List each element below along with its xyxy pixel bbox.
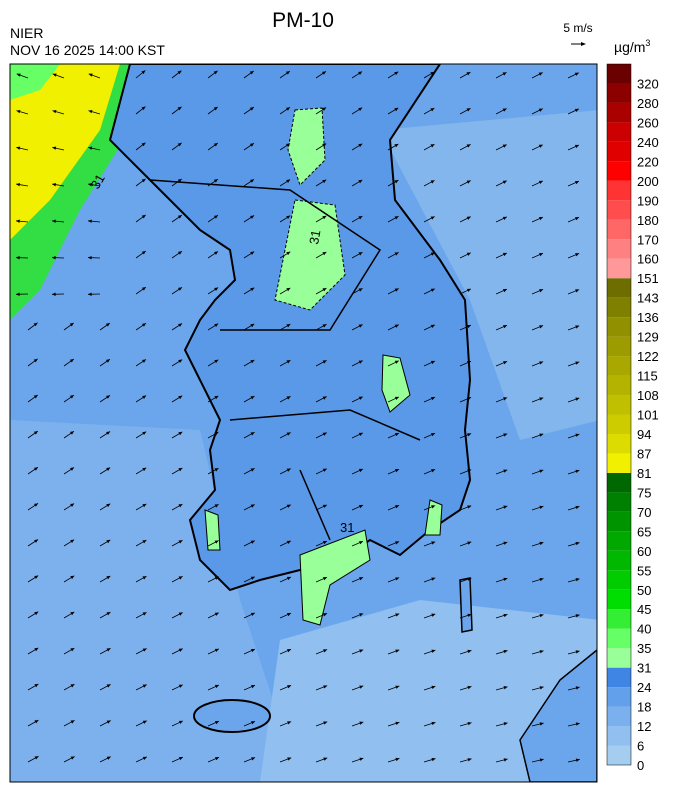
legend-swatch — [607, 83, 631, 102]
wind-scale-label: 5 m/s — [563, 21, 592, 35]
legend-swatch — [607, 648, 631, 667]
legend-swatch — [607, 492, 631, 511]
legend-label: 170 — [637, 232, 659, 247]
legend-swatch — [607, 200, 631, 219]
legend-label: 143 — [637, 291, 659, 306]
legend-swatch — [607, 629, 631, 648]
legend-label: 18 — [637, 700, 651, 715]
legend-label: 136 — [637, 310, 659, 325]
unit-sup: 3 — [645, 38, 650, 48]
legend-label: 200 — [637, 174, 659, 189]
legend-swatch — [607, 259, 631, 278]
legend-label: 40 — [637, 622, 651, 637]
legend-swatch — [607, 415, 631, 434]
datetime: NOV 16 2025 14:00 KST — [10, 42, 165, 58]
legend-swatch — [607, 746, 631, 765]
legend-swatch — [607, 161, 631, 180]
legend-label: 0 — [637, 758, 644, 773]
legend-label: 220 — [637, 154, 659, 169]
unit-label: µg/m3 — [614, 38, 650, 55]
legend-swatch — [607, 181, 631, 200]
legend-swatch — [607, 337, 631, 356]
contour-label: 31 — [306, 229, 323, 246]
legend-label: 6 — [637, 739, 644, 754]
legend: 0 6 12 18 24 31 35 40 45 50 55 60 65 70 75 81 87 94 101 108… — [607, 64, 659, 773]
legend-label: 240 — [637, 135, 659, 150]
legend-label: 122 — [637, 349, 659, 364]
legend-swatch — [607, 512, 631, 531]
legend-label: 94 — [637, 427, 651, 442]
legend-swatch — [607, 64, 631, 83]
legend-label: 160 — [637, 252, 659, 267]
legend-label: 55 — [637, 563, 651, 578]
legend-swatch — [607, 122, 631, 141]
legend-swatch — [607, 531, 631, 550]
legend-swatch — [607, 609, 631, 628]
legend-swatch — [607, 298, 631, 317]
legend-label: 260 — [637, 115, 659, 130]
legend-swatch — [607, 707, 631, 726]
legend-swatch — [607, 103, 631, 122]
legend-label: 70 — [637, 505, 651, 520]
legend-swatch — [607, 726, 631, 745]
legend-label: 12 — [637, 719, 651, 734]
legend-swatch — [607, 317, 631, 336]
legend-label: 180 — [637, 213, 659, 228]
legend-swatch — [607, 453, 631, 472]
legend-label: 280 — [637, 96, 659, 111]
legend-swatch — [607, 570, 631, 589]
legend-label: 65 — [637, 524, 651, 539]
legend-label: 60 — [637, 544, 651, 559]
contour-label: 31 — [340, 520, 354, 535]
unit: µg/m — [614, 39, 645, 55]
legend-swatch — [607, 687, 631, 706]
legend-label: 45 — [637, 602, 651, 617]
legend-label: 108 — [637, 388, 659, 403]
legend-label: 35 — [637, 641, 651, 656]
legend-label: 129 — [637, 330, 659, 345]
legend-label: 75 — [637, 485, 651, 500]
legend-label: 87 — [637, 446, 651, 461]
legend-swatch — [607, 278, 631, 297]
legend-label: 31 — [637, 661, 651, 676]
legend-swatch — [607, 473, 631, 492]
legend-label: 101 — [637, 408, 659, 423]
legend-label: 151 — [637, 271, 659, 286]
legend-swatch — [607, 220, 631, 239]
source: NIER — [10, 25, 43, 41]
wind-scale-arrow — [571, 42, 586, 46]
legend-label: 320 — [637, 76, 659, 91]
legend-swatch — [607, 142, 631, 161]
legend-label: 50 — [637, 583, 651, 598]
legend-swatch — [607, 239, 631, 258]
legend-label: 115 — [637, 369, 658, 384]
legend-label: 24 — [637, 680, 651, 695]
island — [460, 578, 472, 632]
title: PM-10 — [272, 9, 334, 32]
jeju-island — [194, 700, 270, 732]
legend-swatch — [607, 434, 631, 453]
legend-swatch — [607, 668, 631, 687]
legend-swatch — [607, 376, 631, 395]
legend-swatch — [607, 551, 631, 570]
legend-label: 190 — [637, 193, 659, 208]
legend-swatch — [607, 356, 631, 375]
legend-swatch — [607, 590, 631, 609]
legend-swatch — [607, 395, 631, 414]
map: 31 31 31 — [10, 64, 600, 782]
legend-label: 81 — [637, 466, 651, 481]
